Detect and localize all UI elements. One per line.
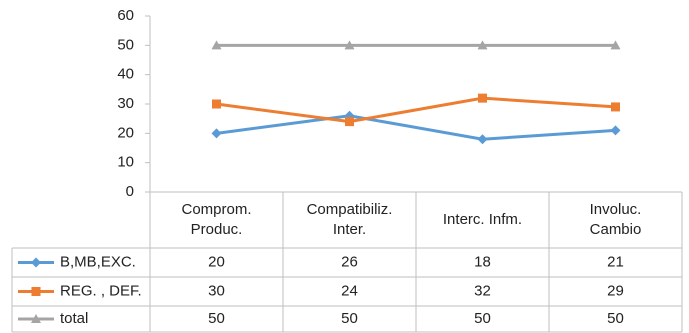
series-line xyxy=(216,96,616,124)
y-tick-label: 40 xyxy=(117,66,134,83)
legend-marker xyxy=(31,287,41,296)
y-tick-label: 20 xyxy=(117,124,134,141)
marker xyxy=(211,128,222,139)
y-tick-label: 0 xyxy=(126,183,134,200)
table-value: 26 xyxy=(341,253,358,270)
table-value: 24 xyxy=(341,282,358,299)
legend-label: total xyxy=(60,310,88,327)
marker xyxy=(212,99,221,109)
y-tick-label: 10 xyxy=(117,154,134,171)
category-label: Comprom. Produc. xyxy=(181,201,252,238)
category-label: Interc. Infm. xyxy=(442,211,523,228)
legend-label: B,MB,EXC. xyxy=(60,253,136,270)
table-value: 50 xyxy=(474,310,491,327)
marker xyxy=(610,40,621,50)
marker xyxy=(611,102,620,112)
table-value: 20 xyxy=(208,253,225,270)
y-tick-label: 50 xyxy=(117,36,134,53)
marker xyxy=(610,125,621,136)
y-tick-label: 60 xyxy=(117,7,134,24)
table-value: 18 xyxy=(474,253,491,270)
table-value: 29 xyxy=(607,282,624,299)
category-label: Involuc. Cambio xyxy=(589,201,642,238)
series-line xyxy=(216,114,616,141)
table-value: 50 xyxy=(341,310,358,327)
legend-marker xyxy=(31,257,41,268)
legend-marker xyxy=(31,314,41,323)
marker xyxy=(477,40,488,50)
table-value: 21 xyxy=(607,253,624,270)
legend-label: REG. , DEF. xyxy=(60,282,142,299)
marker xyxy=(211,40,222,50)
table-value: 50 xyxy=(208,310,225,327)
table-value: 30 xyxy=(208,282,225,299)
marker xyxy=(344,40,355,50)
marker xyxy=(345,117,354,127)
y-tick-label: 30 xyxy=(117,95,134,112)
marker xyxy=(477,134,488,145)
marker xyxy=(478,93,487,103)
category-label: Compatibiliz. Inter. xyxy=(306,201,393,238)
table-value: 32 xyxy=(474,282,491,299)
table-value: 50 xyxy=(607,310,624,327)
